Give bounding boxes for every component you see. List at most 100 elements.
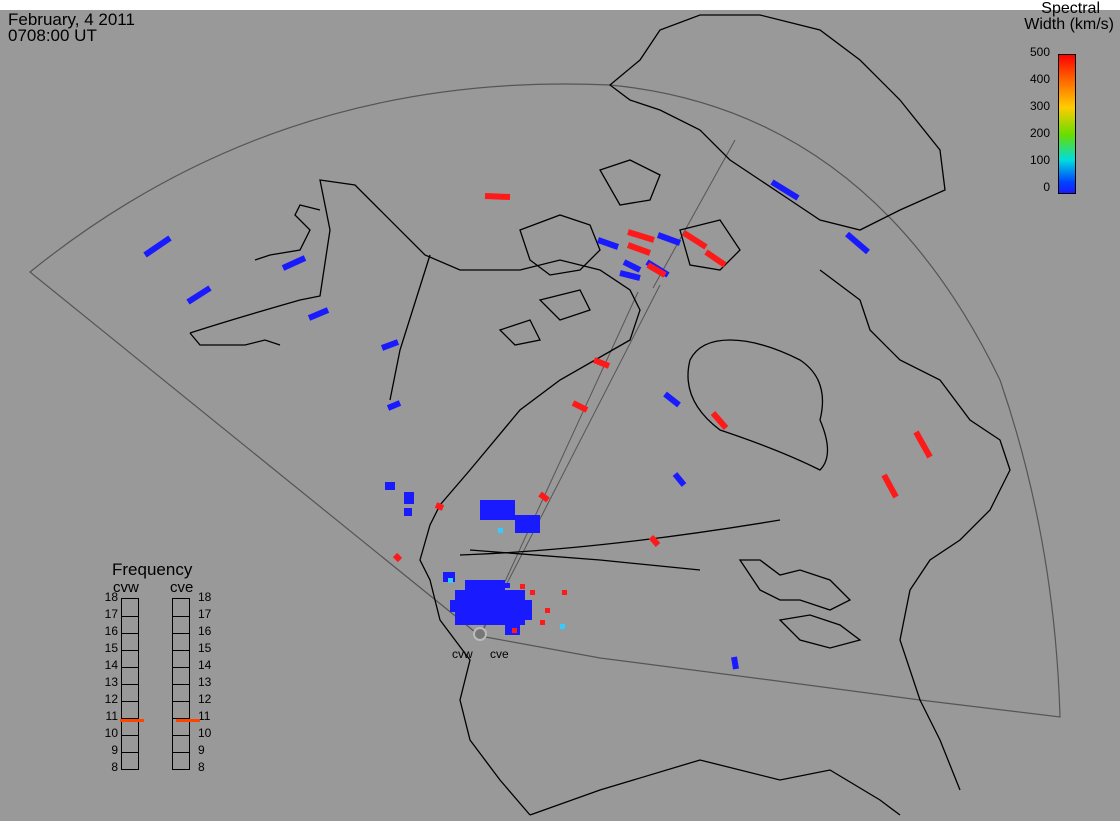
colorbar-title-1: Spectral [1041, 0, 1100, 17]
frequency-cell-divider [173, 701, 189, 702]
frequency-tick-cve: 12 [198, 692, 212, 706]
frequency-tick-cvw: 12 [104, 692, 118, 706]
echo-patch [619, 270, 641, 281]
frequency-cell-divider [122, 667, 138, 668]
frequency-cell-divider [122, 701, 138, 702]
map-svg [29, 14, 1061, 816]
frequency-tick-cvw: 17 [104, 607, 118, 621]
frequency-bar-cve [172, 598, 190, 770]
frequency-cell-divider [122, 718, 138, 719]
frequency-cell-divider [173, 752, 189, 753]
colorbar-tick: 100 [1029, 153, 1050, 167]
frequency-tick-cvw: 18 [104, 590, 118, 604]
echo-patch [663, 391, 681, 408]
frequency-tick-cvw: 10 [104, 726, 118, 740]
echo-point [562, 590, 567, 595]
echo-patch [682, 230, 708, 250]
frequency-tick-cvw: 9 [111, 743, 118, 757]
colorbar-tick: 500 [1029, 45, 1050, 59]
echo-patch [597, 237, 619, 250]
echo-point [505, 583, 510, 588]
echo-patch [143, 235, 172, 258]
echo-point [512, 628, 517, 633]
echo-point [540, 620, 545, 625]
frequency-tick-cve: 13 [198, 675, 212, 689]
frequency-cell-divider [122, 752, 138, 753]
echo-patch [710, 411, 729, 430]
echo-patch [484, 193, 511, 200]
frequency-indicator-cvw [120, 719, 144, 722]
echo-patch [646, 262, 667, 278]
frequency-cell-divider [122, 735, 138, 736]
echo-patch [845, 231, 870, 255]
echo-patch [881, 473, 899, 499]
colorbar-title-2: Width (km/s) [1024, 16, 1114, 33]
echo-patch [626, 242, 652, 256]
frequency-tick-cve: 8 [198, 760, 205, 774]
frequency-radar-label: cvw [113, 579, 139, 596]
frequency-bar-cvw [121, 598, 139, 770]
echo-point [545, 608, 550, 613]
echo-patch [392, 552, 403, 563]
echo-patch [656, 232, 682, 246]
frequency-title: Frequency [112, 560, 193, 579]
frequency-tick-cvw: 8 [111, 760, 118, 774]
frequency-cell-divider [173, 650, 189, 651]
frequency-cell-divider [173, 667, 189, 668]
echo-cluster [450, 600, 465, 612]
date-label: February, 4 2011 [8, 10, 135, 29]
echo-patch [770, 179, 800, 201]
frequency-cell-divider [173, 633, 189, 634]
echo-patch [186, 285, 212, 305]
colorbar-tick: 0 [1043, 180, 1050, 194]
echo-patch [281, 255, 307, 271]
echo-cluster [465, 580, 505, 595]
frequency-tick-cve: 9 [198, 743, 205, 757]
echo-patch [571, 400, 589, 413]
beam-line [479, 284, 661, 637]
frequency-tick-cve: 10 [198, 726, 212, 740]
radar-site-marker [473, 627, 487, 641]
frequency-cell-divider [173, 735, 189, 736]
echo-point [520, 584, 525, 589]
frequency-tick-cvw: 11 [105, 709, 118, 723]
echo-patch [538, 491, 550, 503]
frequency-tick-cvw: 16 [104, 624, 118, 638]
echo-patch [731, 656, 739, 670]
coastlines [189, 14, 1011, 816]
frequency-cell-divider [173, 718, 189, 719]
beam-line [479, 291, 639, 637]
data-patches [143, 179, 933, 670]
frequency-tick-cve: 17 [198, 607, 212, 621]
echo-patch [307, 307, 330, 321]
colorbar-tick: 200 [1029, 126, 1050, 140]
frequency-tick-cvw: 15 [104, 641, 118, 655]
fov-outline [29, 83, 1061, 718]
colorbar-tick: 400 [1029, 72, 1050, 86]
echo-patch [913, 430, 933, 459]
frequency-radar-label: cve [170, 579, 194, 596]
echo-cluster [404, 508, 412, 516]
echo-patch [648, 535, 661, 547]
echo-patch [434, 502, 445, 511]
echo-point [530, 590, 535, 595]
frequency-tick-cve: 14 [198, 658, 212, 672]
colorbar-tick: 300 [1029, 99, 1050, 113]
echo-point [560, 624, 565, 629]
echo-patch [627, 229, 655, 243]
echo-cluster [443, 572, 455, 582]
time-label: 0708:00 UT [8, 26, 97, 45]
echo-cluster [455, 590, 525, 625]
beam-line [652, 139, 736, 289]
echo-patch [704, 249, 727, 268]
echo-cluster [515, 515, 540, 533]
echo-patch [672, 472, 687, 487]
echo-point [498, 528, 503, 533]
frequency-cell-divider [173, 616, 189, 617]
colorbar [1058, 54, 1076, 194]
frequency-tick-cve: 15 [198, 641, 212, 655]
frequency-cell-divider [173, 684, 189, 685]
frequency-tick-cve: 18 [198, 590, 212, 604]
